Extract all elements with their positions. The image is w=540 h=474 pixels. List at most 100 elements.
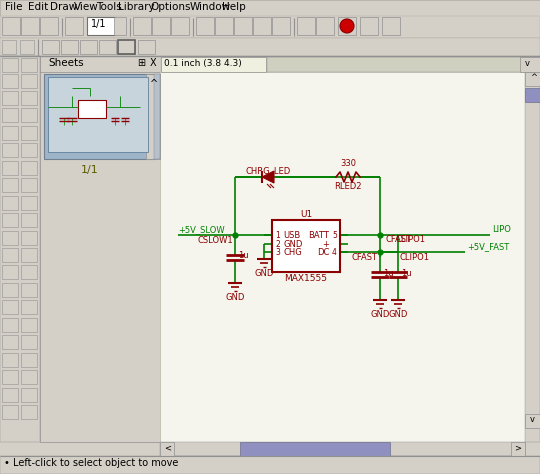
Text: CHG: CHG [283,247,302,256]
Bar [297,17,315,35]
Text: ^: ^ [150,79,158,89]
Bar [21,126,37,140]
Text: <: < [164,443,171,452]
Text: CFAST: CFAST [352,253,378,262]
Bar [2,91,18,105]
Bar [2,213,18,227]
Bar [80,40,97,54]
Text: GND: GND [283,239,302,248]
Text: CLIPO1: CLIPO1 [396,235,426,244]
Bar [0,456,540,474]
Bar [160,442,174,456]
Bar [21,231,37,245]
Bar [40,56,160,442]
Text: GND: GND [388,310,408,319]
Text: Window: Window [190,2,231,12]
Bar [133,17,151,35]
Text: Options: Options [150,2,191,12]
Bar [21,370,37,384]
Text: ^: ^ [530,73,537,82]
Text: Draw: Draw [50,2,77,12]
Text: U1: U1 [300,210,312,219]
Text: X: X [150,58,157,68]
Bar [2,265,18,279]
Bar [87,17,115,35]
Bar [2,58,18,72]
Bar [160,56,525,72]
Bar [160,72,525,442]
Bar [2,178,18,192]
Bar [2,17,20,35]
Text: • Left-click to select object to move: • Left-click to select object to move [4,458,178,468]
Bar [21,108,37,122]
Text: ⊞: ⊞ [137,58,145,68]
Bar [154,74,160,159]
Bar [146,74,160,159]
Bar [196,17,214,35]
Text: 330: 330 [340,159,356,168]
Text: 1u: 1u [383,268,394,277]
Bar [21,300,37,314]
Text: v: v [525,59,530,68]
Text: CLIPO1: CLIPO1 [400,253,430,262]
Bar [2,353,18,367]
Bar [171,17,189,35]
Bar [520,57,540,72]
Bar [2,335,18,349]
Bar [40,56,160,72]
Bar [360,17,378,35]
Text: CHRG_LED: CHRG_LED [245,166,291,175]
Bar [78,100,106,118]
Bar [525,72,540,442]
Text: GND: GND [370,310,390,319]
Text: 4: 4 [332,247,337,256]
Bar [316,17,334,35]
Bar [21,196,37,210]
Text: MAX1555: MAX1555 [285,274,327,283]
Text: USB: USB [283,230,300,239]
Text: Sheets: Sheets [48,58,84,68]
Bar [525,72,540,86]
Bar [118,40,135,54]
Bar [2,161,18,175]
Bar [2,231,18,245]
Text: Library: Library [118,2,154,12]
Bar [0,0,540,16]
Bar [21,248,37,262]
Text: GND: GND [254,269,274,278]
Bar [21,178,37,192]
Bar [2,318,18,332]
Bar [511,442,525,456]
Text: +5V_SLOW: +5V_SLOW [178,225,225,234]
Bar [138,40,155,54]
Bar [2,300,18,314]
Bar [525,414,540,428]
Bar [65,17,83,35]
Bar [40,17,58,35]
Text: 1: 1 [275,230,280,239]
Bar [2,196,18,210]
Text: 1/1: 1/1 [91,19,106,29]
Bar [21,91,37,105]
Bar [21,265,37,279]
Text: CFAST: CFAST [385,235,411,244]
Text: 5: 5 [332,230,337,239]
Bar [240,442,390,456]
Bar [0,56,40,442]
Text: Tools: Tools [96,2,122,12]
Text: View: View [74,2,99,12]
Text: 0.1 inch (3.8 4.3): 0.1 inch (3.8 4.3) [164,59,242,68]
Bar [21,335,37,349]
Bar [160,442,525,456]
Bar [44,74,154,159]
Bar [272,17,290,35]
Bar [21,388,37,402]
Bar [21,213,37,227]
Text: GND: GND [225,293,245,302]
Bar [21,353,37,367]
Bar [114,17,126,35]
Bar [21,74,37,88]
Polygon shape [262,171,274,183]
Bar [272,220,340,272]
Bar [2,74,18,88]
